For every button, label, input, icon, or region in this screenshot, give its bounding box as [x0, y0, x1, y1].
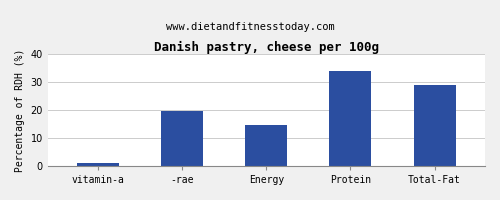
Title: Danish pastry, cheese per 100g: Danish pastry, cheese per 100g: [154, 41, 379, 54]
Bar: [414, 85, 456, 166]
Text: www.dietandfitnesstoday.com: www.dietandfitnesstoday.com: [166, 22, 334, 32]
Bar: [330, 71, 372, 166]
Bar: [77, 163, 120, 166]
Bar: [246, 125, 288, 166]
Y-axis label: Percentage of RDH (%): Percentage of RDH (%): [15, 48, 25, 172]
Bar: [162, 111, 203, 166]
